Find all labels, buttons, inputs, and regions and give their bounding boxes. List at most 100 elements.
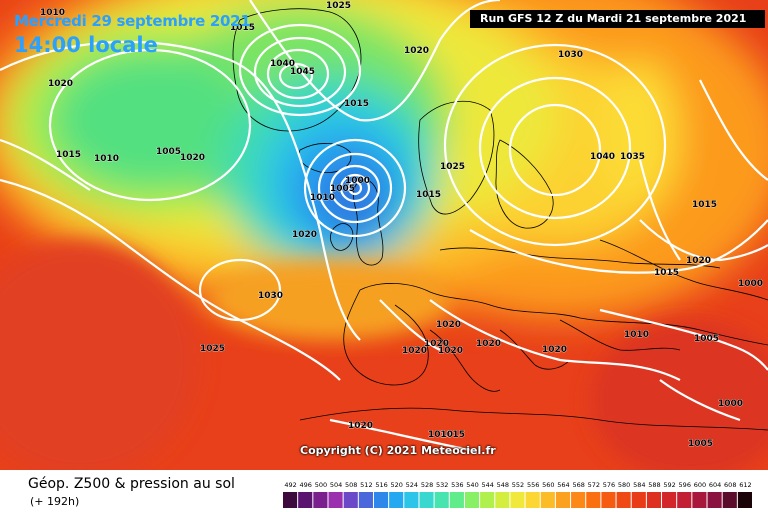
scale-label-604: 604	[709, 481, 721, 489]
scale-swatch-492	[283, 492, 298, 508]
scale-swatch-588	[646, 492, 662, 508]
scale-swatch-548	[495, 492, 510, 508]
scale-swatch-584	[631, 492, 646, 508]
color-scale: 492 496 500 504 508 512 516 520 524 528 532 536 540 5…	[283, 481, 752, 508]
pressure-label-p1020-med2: 1020	[438, 346, 463, 356]
scale-label-536: 536	[451, 481, 463, 489]
scale-swatch-580	[616, 492, 631, 508]
pressure-label-p1000-east: 1000	[738, 279, 763, 289]
pressure-label-p1010-w: 1010	[94, 154, 119, 164]
scale-label-552: 552	[512, 481, 524, 489]
scale-swatch-528	[419, 492, 434, 508]
scale-label-592: 592	[663, 481, 675, 489]
pressure-label-p1010-balkan: 1010	[624, 330, 649, 340]
pressure-label-p1015-east: 1015	[692, 200, 717, 210]
pressure-label-p1020-nw: 1020	[48, 79, 73, 89]
scale-label-576: 576	[603, 481, 615, 489]
scale-swatch-576	[601, 492, 616, 508]
pressure-label-p1005-w: 1005	[156, 147, 181, 157]
scale-label-524: 524	[406, 481, 418, 489]
pressure-label-p1010-ne-green: 1010	[40, 8, 65, 18]
geopotential-field	[0, 0, 768, 470]
scale-swatch-536	[449, 492, 464, 508]
pressure-label-p1015-scand: 1015	[416, 190, 441, 200]
scale-label-508: 508	[345, 481, 357, 489]
pressure-label-p1025-top: 1025	[326, 1, 351, 11]
scale-label-584: 584	[633, 481, 645, 489]
pressure-label-p1020-med3: 1020	[476, 339, 501, 349]
scale-swatch-596	[677, 492, 692, 508]
scale-label-500: 500	[315, 481, 327, 489]
pressure-label-p1040-greenland: 1040	[270, 59, 295, 69]
scale-label-588: 588	[648, 481, 660, 489]
pressure-label-p1025-scand: 1025	[440, 162, 465, 172]
scale-label-492: 492	[284, 481, 296, 489]
pressure-label-p1015-east2: 1015	[654, 268, 679, 278]
scale-label-600: 600	[694, 481, 706, 489]
scale-label-516: 516	[375, 481, 387, 489]
scale-swatch-508	[343, 492, 358, 508]
scale-swatch-532	[434, 492, 449, 508]
scale-swatch-516	[373, 492, 389, 508]
scale-label-532: 532	[436, 481, 448, 489]
scale-label-596: 596	[679, 481, 691, 489]
scale-swatch-564	[555, 492, 571, 508]
pressure-label-p1020-italy: 1020	[424, 339, 449, 349]
run-info-badge: Run GFS 12 Z du Mardi 21 septembre 2021	[470, 10, 765, 28]
scale-label-608: 608	[724, 481, 736, 489]
scale-swatch-512	[358, 492, 373, 508]
pressure-label-p1045-greenland: 1045	[290, 67, 315, 77]
pressure-label-p1010-africa: 1010	[428, 430, 453, 440]
scale-label-504: 504	[330, 481, 342, 489]
scale-swatch-608	[722, 492, 737, 508]
pressure-label-p1020-norway-sea: 1020	[404, 46, 429, 56]
pressure-label-p1010-low: 1010	[310, 193, 335, 203]
scale-label-496: 496	[300, 481, 312, 489]
scale-label-564: 564	[557, 481, 569, 489]
forecast-date: Mercredi 29 septembre 2021	[14, 12, 251, 30]
scale-swatch-592	[662, 492, 677, 508]
scale-swatch-500	[313, 492, 328, 508]
scale-swatch-568	[571, 492, 586, 508]
scale-label-512: 512	[360, 481, 372, 489]
pressure-label-p1020-greenland: 1020	[180, 153, 205, 163]
pressure-label-p1000-low: 1000	[345, 176, 370, 186]
scale-label-612: 612	[739, 481, 751, 489]
scale-label-556: 556	[527, 481, 539, 489]
scale-label-572: 572	[588, 481, 600, 489]
legend-subtitle: (+ 192h)	[30, 495, 80, 508]
scale-swatch-600	[692, 492, 707, 508]
scale-label-580: 580	[618, 481, 630, 489]
pressure-label-p1030-atl: 1030	[258, 291, 283, 301]
pressure-label-p1005-turkey: 1005	[694, 334, 719, 344]
pressure-label-p1015-w: 1015	[56, 150, 81, 160]
pressure-label-p1005-low: 1005	[330, 184, 355, 194]
pressure-label-p1030-russia: 1030	[558, 50, 583, 60]
scale-label-560: 560	[542, 481, 554, 489]
scale-swatch-552	[510, 492, 525, 508]
pressure-label-p1020-east: 1020	[686, 256, 711, 266]
legend-title: Géop. Z500 & pression au sol	[28, 476, 235, 492]
scale-swatch-556	[525, 492, 540, 508]
pressure-label-p1015-iceland: 1015	[344, 99, 369, 109]
pressure-label-p1035-high: 1035	[620, 152, 645, 162]
pressure-label-p1020-spain: 1020	[542, 345, 567, 355]
pressure-label-p1025-atl: 1025	[200, 344, 225, 354]
scale-swatch-572	[586, 492, 601, 508]
scale-swatch-524	[404, 492, 419, 508]
pressure-label-p1020-med1: 1020	[402, 346, 427, 356]
pressure-label-p1040-high: 1040	[590, 152, 615, 162]
pressure-label-p1000-se: 1000	[718, 399, 743, 409]
scale-swatch-544	[480, 492, 495, 508]
scale-swatch-612	[737, 492, 752, 508]
scale-swatch-496	[298, 492, 313, 508]
pressure-label-p1005-se: 1005	[688, 439, 713, 449]
pressure-label-p1020-africa: 1020	[348, 421, 373, 431]
pressure-label-p1015-top: 1015	[230, 23, 255, 33]
pressure-label-p1015-africa: 1015	[440, 430, 465, 440]
scale-swatch-540	[464, 492, 480, 508]
scale-label-544: 544	[481, 481, 493, 489]
